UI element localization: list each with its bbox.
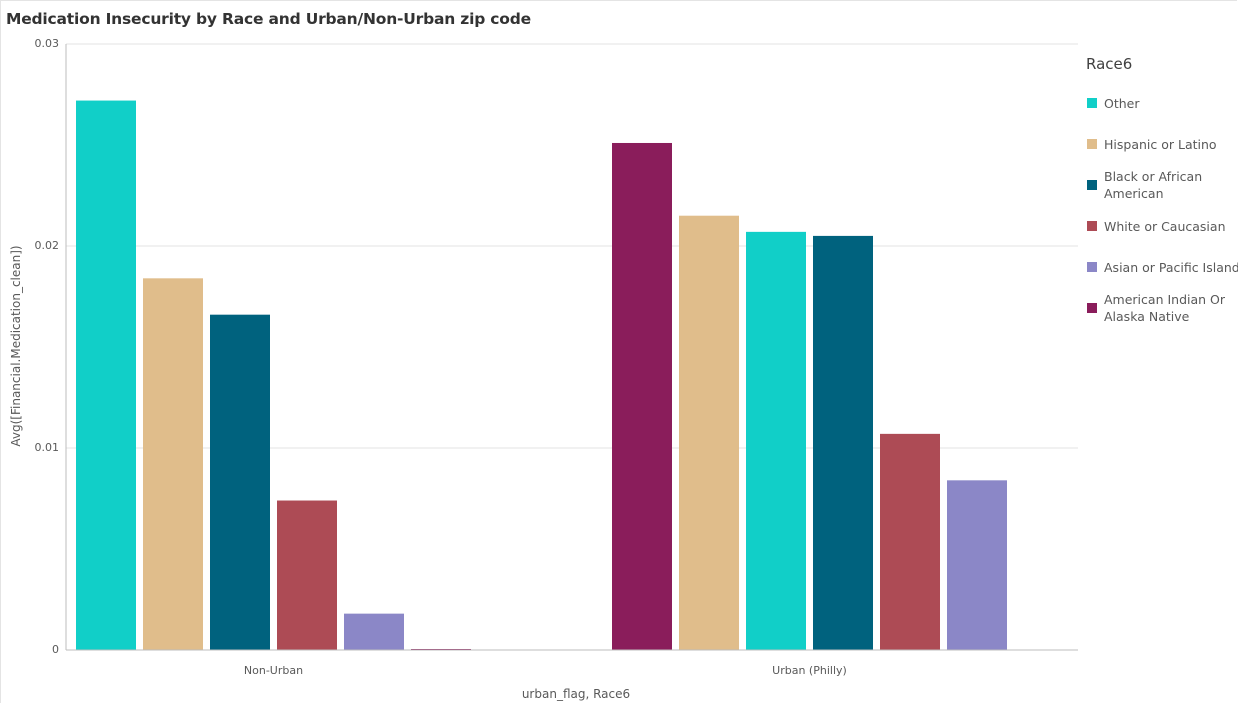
legend-swatch — [1087, 139, 1097, 149]
bar-urban-philly--other[interactable] — [746, 231, 806, 651]
bar-urban-philly--black-or-african-american[interactable] — [813, 235, 873, 650]
legend-label[interactable]: American Indian Or — [1104, 292, 1226, 307]
legend-swatch — [1087, 180, 1097, 190]
bar-urban-philly--asian-or-pacific-islander[interactable] — [947, 480, 1007, 650]
y-tick-label: 0.03 — [35, 37, 60, 50]
legend-label[interactable]: Asian or Pacific Islander — [1104, 260, 1238, 275]
y-axis-title: Avg([Financial.Medication_clean]) — [9, 245, 23, 446]
legend-swatch — [1087, 221, 1097, 231]
bar-urban-philly--hispanic-or-latino[interactable] — [679, 215, 739, 650]
legend-label[interactable]: White or Caucasian — [1104, 219, 1226, 234]
legend-title: Race6 — [1086, 55, 1132, 73]
bar-non-urban-white-or-caucasian[interactable] — [277, 500, 337, 650]
bar-urban-philly--white-or-caucasian[interactable] — [880, 433, 940, 650]
chart-title: Medication Insecurity by Race and Urban/… — [6, 10, 531, 28]
bar-non-urban-asian-or-pacific-islander[interactable] — [344, 613, 404, 650]
legend-label[interactable]: American — [1104, 186, 1164, 201]
x-category-label: Non-Urban — [244, 664, 303, 677]
legend-label[interactable]: Alaska Native — [1104, 309, 1190, 324]
legend-label[interactable]: Hispanic or Latino — [1104, 137, 1217, 152]
bar-non-urban-hispanic-or-latino[interactable] — [143, 278, 203, 650]
y-tick-label: 0.02 — [35, 239, 60, 252]
y-tick-label: 0.01 — [35, 441, 60, 454]
legend-label[interactable]: Black or African — [1104, 169, 1202, 184]
bar-urban-philly--american-indian-or-alaska-native[interactable] — [612, 142, 672, 651]
x-category-label: Urban (Philly) — [772, 664, 847, 677]
legend-swatch — [1087, 98, 1097, 108]
y-tick-label: 0 — [52, 643, 59, 656]
legend: Race6 Other Hispanic or Latino Black or Af… — [1086, 55, 1238, 324]
legend-swatch — [1087, 262, 1097, 272]
legend-label[interactable]: Other — [1104, 96, 1140, 111]
bar-non-urban-other[interactable] — [76, 100, 136, 650]
bar-non-urban-black-or-african-american[interactable] — [210, 314, 270, 650]
legend-swatch — [1087, 303, 1097, 313]
x-axis-title: urban_flag, Race6 — [522, 687, 630, 701]
bars — [76, 100, 1007, 651]
axes: 0 0.01 0.02 0.03 Non-Urban Urban (Philly) — [35, 37, 1078, 677]
